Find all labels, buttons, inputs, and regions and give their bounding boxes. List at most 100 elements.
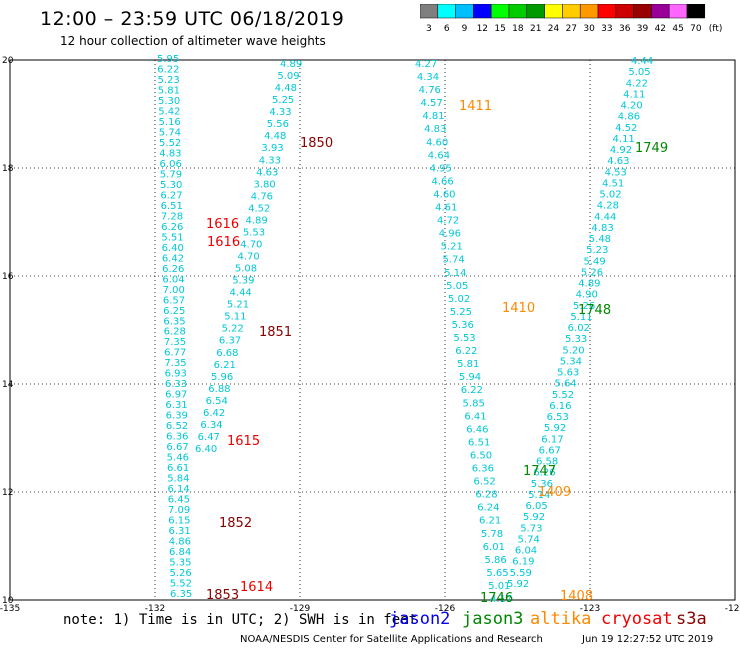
swh-value: 5.20: [562, 345, 584, 356]
swh-value: 6.52: [474, 477, 496, 488]
swh-value: 6.26: [161, 222, 183, 233]
swh-value: 6.77: [164, 348, 186, 359]
swh-value: 6.21: [479, 516, 501, 527]
swh-value: 5.08: [235, 264, 257, 275]
scale-label: 42: [655, 24, 666, 34]
swh-value: 6.26: [162, 264, 184, 275]
swh-value: 6.27: [160, 190, 182, 201]
swh-value: 6.41: [464, 411, 486, 422]
swh-value: 5.26: [573, 301, 595, 312]
swh-value: 6.39: [166, 411, 188, 422]
swh-value: 4.89: [578, 279, 600, 290]
swh-value: 5.51: [161, 232, 183, 243]
swh-value: 5.22: [222, 324, 244, 335]
swh-value: 6.52: [166, 421, 188, 432]
swh-value: 5.52: [159, 138, 181, 149]
swh-value: 4.90: [576, 290, 598, 301]
swh-value: 6.33: [165, 379, 187, 390]
swh-value: 5.33: [565, 334, 587, 345]
swh-value: 4.66: [431, 176, 453, 187]
swh-value: 5.23: [158, 75, 180, 86]
scale-label: 6: [444, 24, 450, 34]
swh-value: 4.53: [605, 167, 627, 178]
scale-label: 27: [566, 24, 577, 34]
scale-label: 33: [601, 24, 612, 34]
pass-label-s3a: 1616: [207, 235, 240, 250]
scale-label: 45: [672, 24, 683, 34]
swh-value: 5.52: [170, 579, 192, 590]
swh-value: 4.57: [420, 98, 442, 109]
swh-value: 5.30: [158, 96, 180, 107]
swh-value: 4.20: [620, 101, 642, 112]
pass-label-jason3: 1746: [480, 591, 513, 606]
swh-value: 4.76: [419, 85, 441, 96]
swh-value: 4.48: [264, 131, 286, 142]
swh-value: 6.06: [160, 159, 182, 170]
y-tick-label: 12: [2, 488, 13, 498]
swh-value: 6.68: [216, 348, 238, 359]
legend-s3a: s3a: [676, 609, 707, 629]
swh-value: 5.25: [450, 307, 472, 318]
swh-value: 6.47: [198, 432, 220, 443]
swh-value: 4.11: [623, 89, 645, 100]
scale-label: 9: [462, 24, 468, 34]
swh-value: 5.96: [211, 372, 233, 383]
swh-value: 4.51: [602, 178, 624, 189]
swh-value: 4.86: [169, 537, 191, 548]
swh-value: 4.17: [490, 594, 512, 605]
swh-value: 6.88: [208, 384, 230, 395]
swh-value: 5.78: [481, 529, 503, 540]
swh-value: 4.48: [275, 83, 297, 94]
swh-value: 6.34: [200, 420, 222, 431]
swh-value: 5.26: [581, 267, 603, 278]
swh-value: 6.67: [166, 442, 188, 453]
pass-label-cryosat: 1850: [300, 136, 333, 151]
swh-value: 5.02: [448, 294, 470, 305]
swh-value: 4.81: [422, 111, 444, 122]
swh-value: 4.52: [248, 203, 270, 214]
x-tick-label: -123: [580, 604, 600, 614]
swh-value: 6.50: [470, 450, 492, 461]
swh-value: 5.46: [167, 453, 189, 464]
swh-value: 6.40: [162, 243, 184, 254]
swh-value: 6.40: [195, 444, 217, 455]
swh-value: 4.44: [594, 212, 616, 223]
x-tick-label: -132: [145, 604, 165, 614]
swh-value: 4.22: [626, 78, 648, 89]
x-tick-label: -135: [0, 604, 20, 614]
map-frame: [9, 59, 736, 601]
swh-value: 6.31: [168, 526, 190, 537]
swh-value: 4.60: [433, 189, 455, 200]
swh-value: 6.19: [512, 557, 534, 568]
swh-value: 6.93: [165, 369, 187, 380]
swh-value: 5.26: [169, 568, 191, 579]
swh-value: 4.92: [610, 145, 632, 156]
swh-value: 6.22: [455, 346, 477, 357]
swh-value: 5.81: [457, 359, 479, 370]
scale-label: 12: [477, 24, 488, 34]
swh-value: 6.17: [541, 434, 563, 445]
swh-value: 4.89: [280, 59, 302, 70]
footer-timestamp: Jun 19 12:27:52 UTC 2019: [582, 634, 714, 645]
swh-value: 6.61: [167, 463, 189, 474]
swh-value: 4.96: [439, 229, 461, 240]
swh-value: 5.84: [167, 474, 189, 485]
swh-value: 4.95: [430, 163, 452, 174]
swh-value: 4.83: [591, 223, 613, 234]
swh-value: 6.24: [477, 503, 499, 514]
swh-value: 4.33: [269, 107, 291, 118]
swh-value: 5.02: [599, 190, 621, 201]
swh-value: 7.28: [161, 211, 183, 222]
swh-value: 6.31: [165, 400, 187, 411]
scale-swatch: [686, 4, 706, 19]
scale-label: 39: [637, 24, 649, 34]
pass-label-altika: 1408: [560, 589, 593, 604]
units-note: note: 1) Time is in UTC; 2) SWH is in fe…: [63, 612, 418, 628]
swh-value: 3.93: [261, 143, 283, 154]
swh-value: 5.42: [158, 106, 180, 117]
swh-value: 4.44: [631, 56, 653, 67]
swh-value: 4.61: [435, 203, 457, 214]
swh-value: 6.22: [461, 385, 483, 396]
swh-value: 4.72: [437, 216, 459, 227]
